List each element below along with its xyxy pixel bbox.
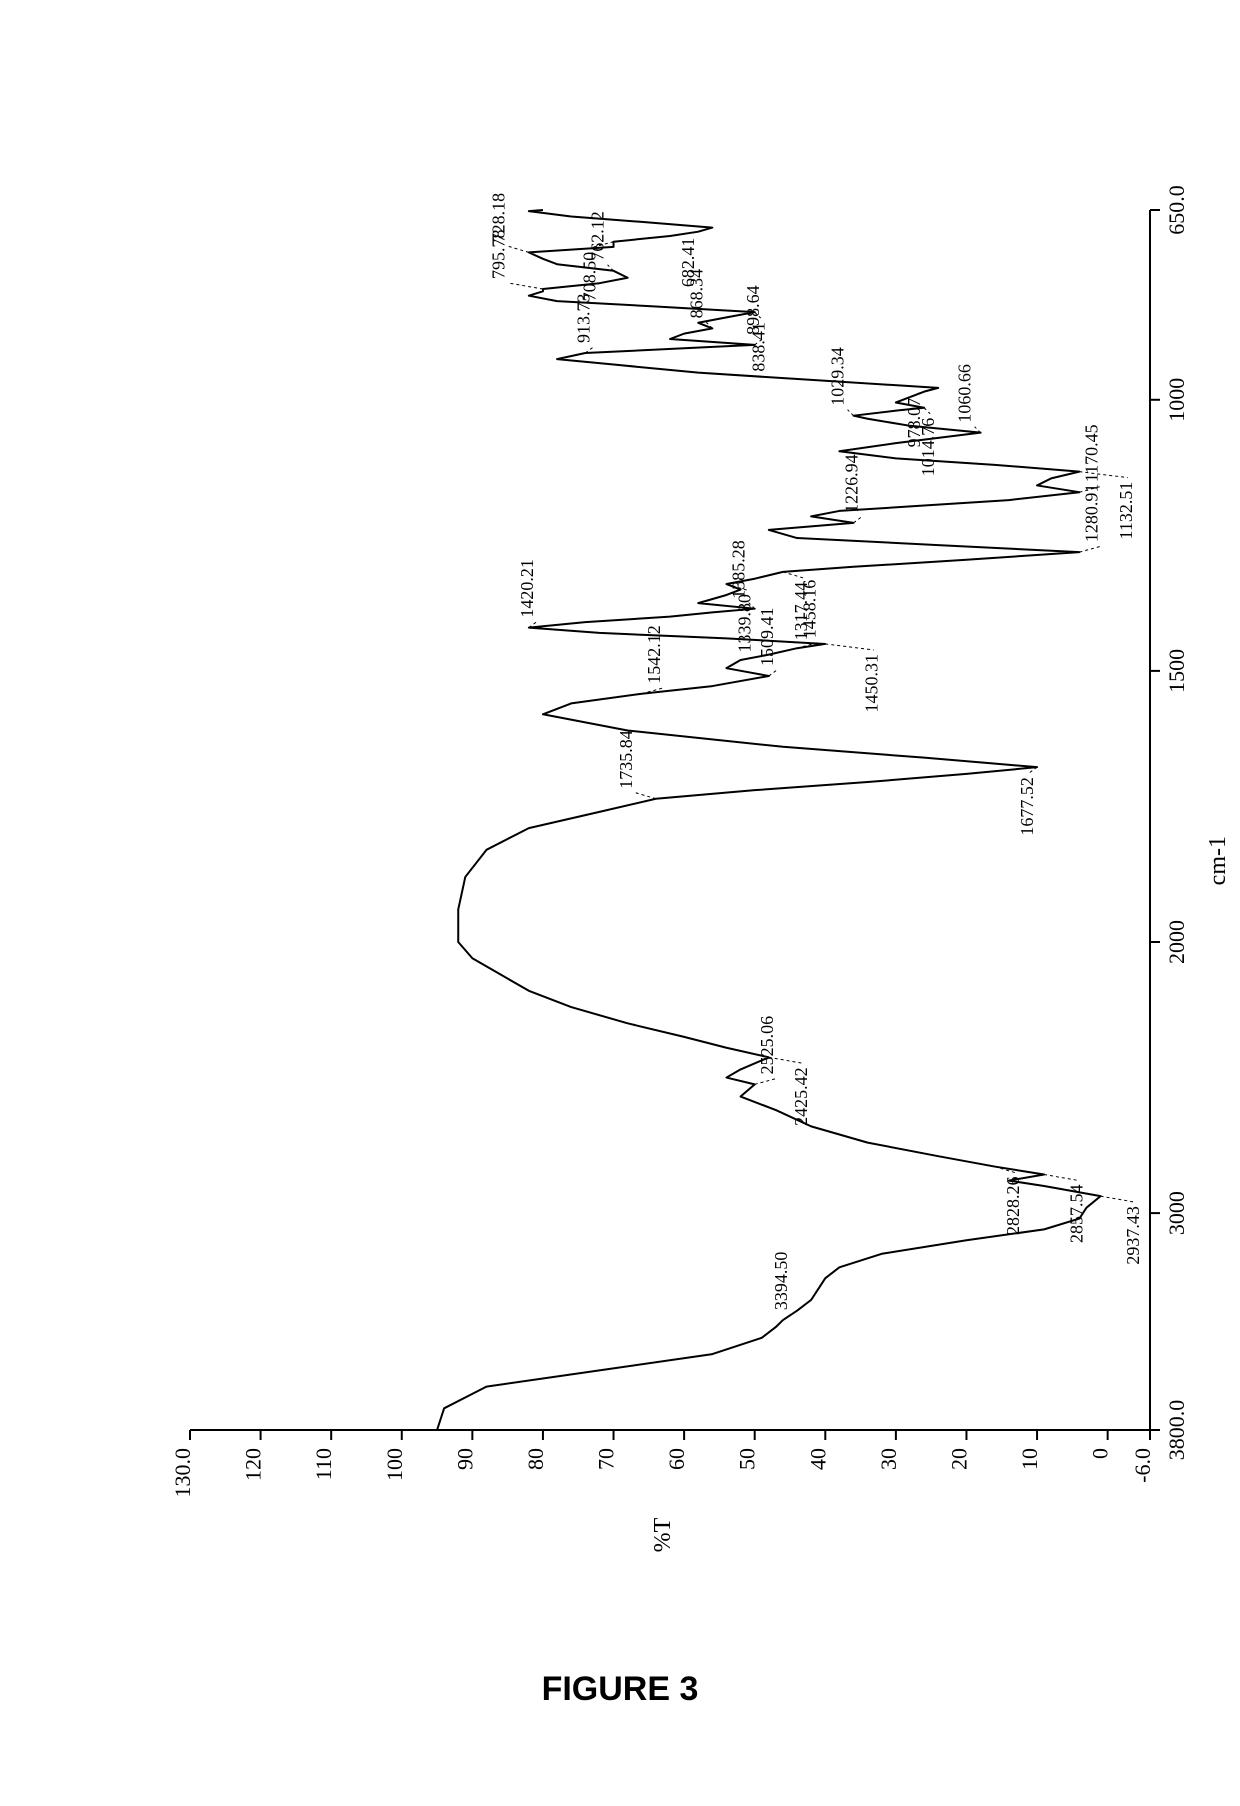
y-tick-label: 100 <box>382 1448 407 1481</box>
y-tick-label: 130.0 <box>170 1448 195 1498</box>
y-tick-label: 40 <box>805 1448 830 1470</box>
peak-label: 978.07 <box>904 398 924 448</box>
peak-leader <box>1044 1174 1078 1180</box>
x-tick-label: 650.0 <box>1164 185 1189 235</box>
y-tick-label: 30 <box>876 1448 901 1470</box>
y-tick-label: 50 <box>735 1448 760 1470</box>
peak-leader <box>1079 546 1101 552</box>
peak-label: 1060.66 <box>955 364 975 423</box>
x-tick-label: 2000 <box>1164 920 1189 964</box>
y-tick-label: 80 <box>523 1448 548 1470</box>
peak-label: 1420.21 <box>517 559 537 618</box>
peak-label: 1132.51 <box>1116 482 1136 540</box>
peak-label: 3394.50 <box>771 1252 791 1311</box>
ir-spectrum-chart: -6.0 0 10 20 30 40 50 60 70 80 90 100 110 120 130.0 %T 3… <box>0 0 1240 1806</box>
figure-caption: FIGURE 3 <box>542 1670 699 1708</box>
axes <box>190 210 1150 1430</box>
y-axis-label: %T <box>650 1517 676 1552</box>
y-tick-label: 70 <box>594 1448 619 1470</box>
peak-label: 2828.26 <box>1003 1177 1023 1236</box>
peak-leader <box>509 246 529 252</box>
peak-label: 2425.42 <box>791 1067 811 1126</box>
page: -6.0 0 10 20 30 40 50 60 70 80 90 100 110 120 130.0 %T 3… <box>0 0 1240 1806</box>
y-tick-label: 0 <box>1088 1448 1113 1459</box>
y-tick-label: 110 <box>311 1448 336 1480</box>
peak-label: 708.50 <box>579 252 599 302</box>
x-tick-label: 3000 <box>1164 1191 1189 1235</box>
y-tick-label: 60 <box>664 1448 689 1470</box>
spectrum-line <box>437 210 1101 1430</box>
peak-leader <box>636 793 656 799</box>
peak-leader <box>848 410 854 416</box>
peak-label: 1677.52 <box>1017 777 1037 836</box>
peak-label: 2525.06 <box>757 1016 777 1075</box>
x-tick-label: 3800.0 <box>1164 1400 1189 1461</box>
peak-label: 1339.80 <box>735 594 755 653</box>
y-tick-label: 20 <box>946 1448 971 1470</box>
peak-leader <box>825 644 873 650</box>
peak-leader <box>1101 1196 1135 1202</box>
y-tick-label: 90 <box>452 1448 477 1470</box>
peak-leader <box>854 517 862 523</box>
x-axis-label: cm-1 <box>1205 836 1231 885</box>
peak-label: 1317.44 <box>791 582 811 641</box>
peak-label: 1280.91 <box>1082 484 1102 543</box>
peak-leader <box>509 283 543 289</box>
peak-label: 838.41 <box>749 322 769 372</box>
peak-leader <box>769 670 777 676</box>
y-tick-label: 120 <box>241 1448 266 1481</box>
x-tick-label: 1000 <box>1164 378 1189 422</box>
peak-label: 682.41 <box>678 238 698 288</box>
peak-label: 2857.54 <box>1066 1184 1086 1243</box>
peak-leader <box>783 572 803 578</box>
peak-leader <box>755 1078 777 1084</box>
peak-label: 1226.94 <box>842 454 862 513</box>
peak-label: 1509.41 <box>757 607 777 666</box>
peak-label: 1735.84 <box>616 730 636 789</box>
peak-leader <box>924 408 930 414</box>
peak-label: 1542.12 <box>644 625 664 684</box>
y-tick-label: -6.0 <box>1130 1448 1155 1483</box>
peak-label: 2937.43 <box>1123 1206 1143 1265</box>
peak-label: 1029.34 <box>828 347 848 406</box>
peak-label: 1450.31 <box>862 654 882 713</box>
peak-label: 728.18 <box>489 193 509 243</box>
x-tick-label: 1500 <box>1164 649 1189 693</box>
y-tick-label: 10 <box>1017 1448 1042 1470</box>
